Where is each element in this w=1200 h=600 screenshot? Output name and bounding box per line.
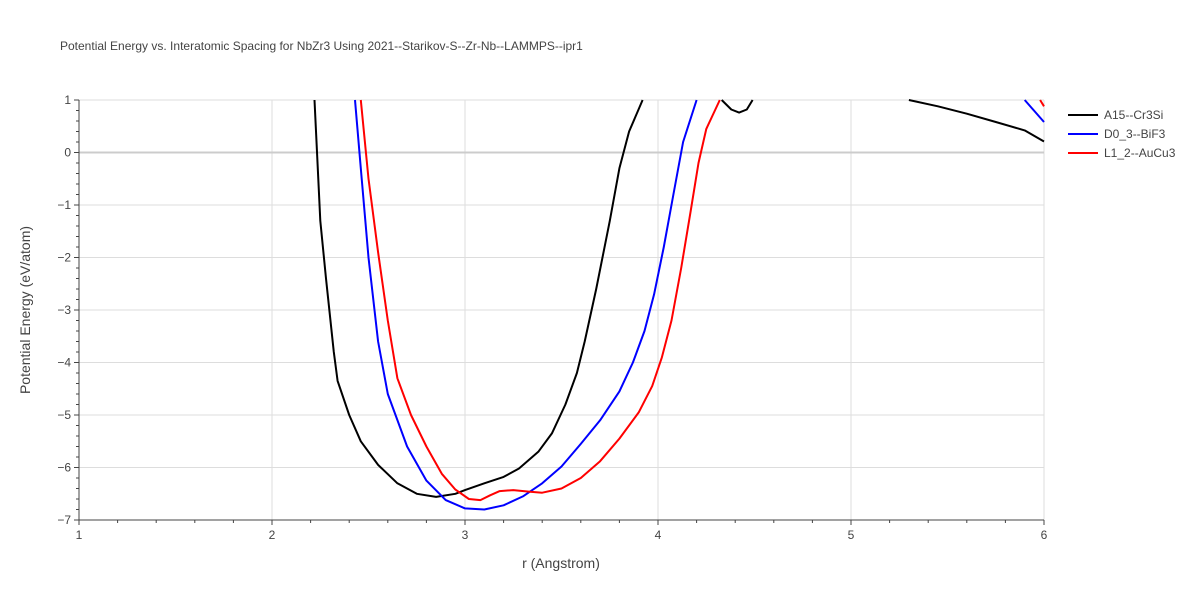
y-tick-label: −6 xyxy=(57,461,71,475)
series-line-d0-3-bif3 xyxy=(1023,99,1045,123)
x-tick-label: 5 xyxy=(848,528,855,542)
y-tick-label: −7 xyxy=(57,513,71,527)
grid-layer xyxy=(79,99,1045,520)
y-tick-label: −1 xyxy=(57,198,71,212)
x-tick-label: 2 xyxy=(269,528,276,542)
chart-title: Potential Energy vs. Interatomic Spacing… xyxy=(60,39,583,53)
series-line-l1-2-aucu3 xyxy=(359,99,721,502)
legend-item[interactable]: A15--Cr3Si xyxy=(1068,108,1163,122)
legend-label: L1_2--AuCu3 xyxy=(1104,146,1176,160)
legend[interactable]: A15--Cr3Si D0_3--BiF3 L1_2--AuCu3 xyxy=(1068,108,1176,160)
series-line-a15-cr3si xyxy=(908,99,1045,143)
y-tick-label: 1 xyxy=(64,93,71,107)
legend-item[interactable]: D0_3--BiF3 xyxy=(1068,127,1166,141)
x-tick-label: 4 xyxy=(655,528,662,542)
y-tick-label: −5 xyxy=(57,408,71,422)
legend-label: A15--Cr3Si xyxy=(1104,108,1163,122)
y-tick-label: −4 xyxy=(57,356,71,370)
y-axis-title: Potential Energy (eV/atom) xyxy=(17,226,33,394)
y-tick-label: −2 xyxy=(57,251,71,265)
legend-item[interactable]: L1_2--AuCu3 xyxy=(1068,146,1176,160)
series-layer xyxy=(313,99,1045,511)
series-line-l1-2-aucu3 xyxy=(1039,99,1045,107)
series-line-d0-3-bif3 xyxy=(354,99,698,511)
series-line-a15-cr3si xyxy=(720,99,754,114)
axis-layer: 1 2 3 4 5 6 1 0 −1 −2 −3 −4 −5 −6 −7 xyxy=(57,93,1047,542)
x-tick-label: 6 xyxy=(1041,528,1048,542)
series-line-a15-cr3si xyxy=(313,99,644,498)
legend-label: D0_3--BiF3 xyxy=(1104,127,1166,141)
y-tick-label: −3 xyxy=(57,303,71,317)
x-axis-title: r (Angstrom) xyxy=(522,555,600,571)
x-tick-label: 1 xyxy=(76,528,83,542)
y-tick-label: 0 xyxy=(64,146,71,160)
x-tick-label: 3 xyxy=(462,528,469,542)
